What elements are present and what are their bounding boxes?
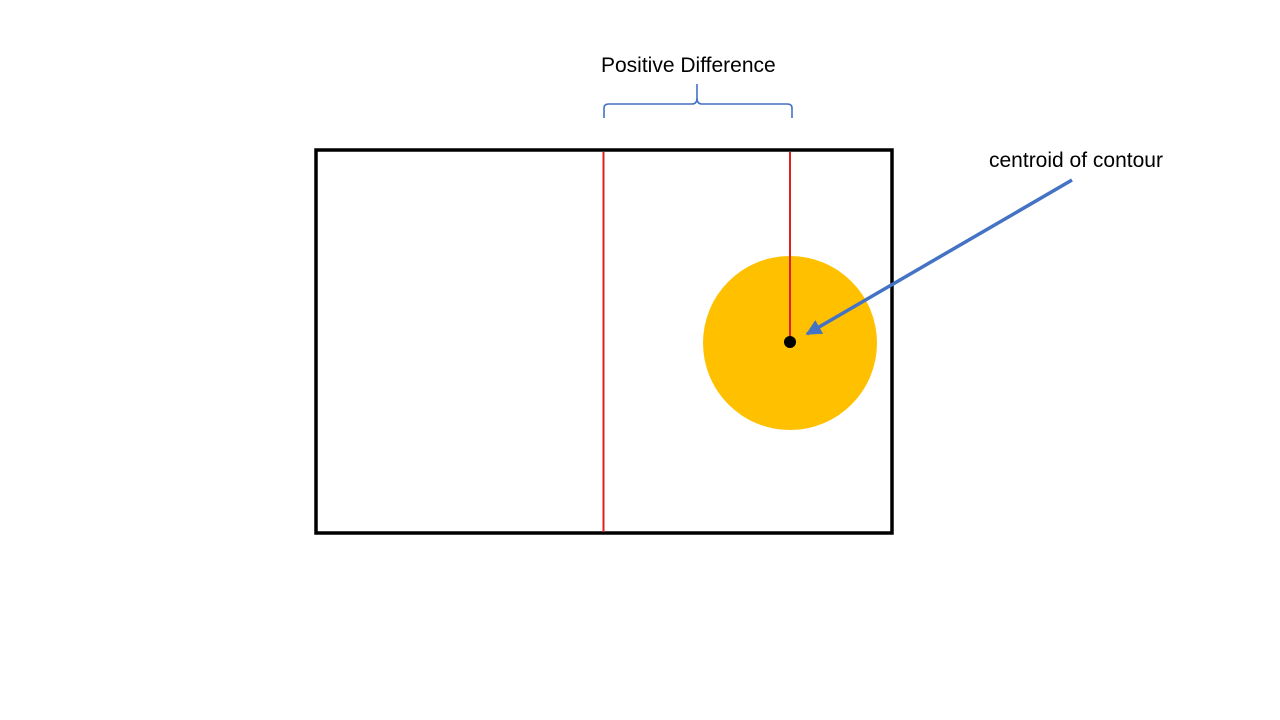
centroid-dot [784,336,796,348]
difference-brace [603,84,793,118]
centroid-arrow [805,178,1073,336]
centroid-label: centroid of contour [989,149,1163,172]
image-frame [314,148,894,535]
positive-difference-label: Positive Difference [601,54,776,77]
